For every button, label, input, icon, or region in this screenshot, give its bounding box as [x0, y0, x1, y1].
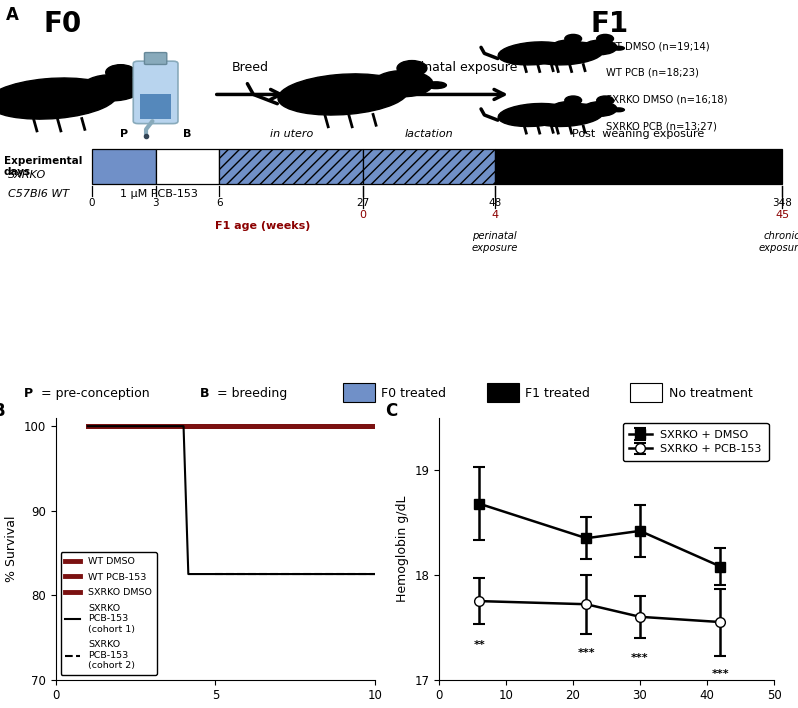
Ellipse shape: [0, 78, 117, 119]
Text: Experimental
days: Experimental days: [4, 156, 82, 177]
Ellipse shape: [583, 40, 617, 55]
FancyBboxPatch shape: [133, 61, 178, 124]
Circle shape: [597, 96, 614, 105]
Text: A: A: [6, 6, 19, 24]
Text: B: B: [0, 402, 5, 420]
Text: 6: 6: [216, 198, 223, 208]
Ellipse shape: [581, 108, 592, 112]
Ellipse shape: [530, 42, 603, 65]
Text: ***: ***: [712, 669, 729, 679]
Text: F1: F1: [591, 11, 629, 38]
Text: = breeding: = breeding: [217, 387, 287, 400]
Text: in utero: in utero: [270, 129, 313, 139]
Circle shape: [565, 35, 582, 43]
Text: C: C: [385, 402, 397, 420]
Text: C57Bl6 WT: C57Bl6 WT: [8, 189, 69, 199]
Text: **: **: [473, 640, 485, 650]
Text: SXRKO DMSO (n=16;18): SXRKO DMSO (n=16;18): [606, 94, 728, 105]
Text: WT PCB (n=18;23): WT PCB (n=18;23): [606, 68, 699, 78]
Ellipse shape: [530, 103, 603, 127]
Text: 4: 4: [492, 210, 498, 220]
Text: B: B: [184, 129, 192, 139]
Text: 45: 45: [775, 210, 789, 220]
Text: F0: F0: [44, 11, 82, 38]
Bar: [156, 149, 219, 184]
Text: F0 treated: F0 treated: [381, 387, 446, 400]
Text: lactation: lactation: [405, 129, 453, 139]
Text: perinatal
exposure: perinatal exposure: [472, 231, 518, 253]
Text: 27: 27: [357, 198, 369, 208]
Ellipse shape: [498, 103, 571, 127]
Ellipse shape: [613, 108, 624, 112]
Ellipse shape: [425, 82, 446, 88]
Y-axis label: Hemoglobin g/dL: Hemoglobin g/dL: [396, 496, 409, 602]
Text: 348: 348: [772, 198, 792, 208]
Circle shape: [397, 61, 427, 76]
Bar: [487, 383, 519, 402]
Text: P: P: [24, 387, 33, 400]
Bar: [343, 383, 375, 402]
Text: WT DMSO (n=19;14): WT DMSO (n=19;14): [606, 41, 710, 51]
Circle shape: [565, 96, 582, 105]
Text: ***: ***: [578, 649, 595, 658]
Bar: [140, 94, 171, 119]
Text: 0.1% DMSO: 0.1% DMSO: [120, 171, 185, 181]
Ellipse shape: [551, 40, 585, 55]
Bar: [495, 149, 782, 184]
Bar: [92, 149, 156, 184]
Text: B: B: [200, 387, 209, 400]
Text: perinatal exposure: perinatal exposure: [400, 61, 518, 74]
Text: 0: 0: [360, 210, 366, 220]
Text: 0: 0: [89, 198, 95, 208]
Ellipse shape: [583, 102, 617, 116]
Bar: [630, 383, 662, 402]
Ellipse shape: [551, 102, 585, 116]
Circle shape: [597, 35, 614, 43]
Text: SXRKO: SXRKO: [8, 171, 46, 181]
Ellipse shape: [498, 42, 571, 65]
Bar: [363, 149, 495, 184]
Bar: [219, 149, 363, 184]
Legend: SXRKO + DMSO, SXRKO + PCB-153: SXRKO + DMSO, SXRKO + PCB-153: [622, 423, 768, 461]
Text: chronic
exposure: chronic exposure: [759, 231, 798, 253]
Text: 1 μM PCB-153: 1 μM PCB-153: [120, 189, 198, 199]
Ellipse shape: [581, 46, 592, 50]
Ellipse shape: [613, 46, 624, 50]
Ellipse shape: [82, 74, 142, 101]
Bar: [219, 149, 363, 184]
Text: P: P: [120, 129, 128, 139]
Text: Breed: Breed: [232, 61, 269, 74]
Bar: [363, 149, 495, 184]
Text: SXRKO PCB (n=13;27): SXRKO PCB (n=13;27): [606, 121, 717, 131]
Text: F1 age (weeks): F1 age (weeks): [215, 221, 311, 231]
Text: 3: 3: [152, 198, 159, 208]
Ellipse shape: [134, 86, 155, 93]
Text: ***: ***: [631, 653, 649, 663]
Legend: WT DMSO, WT PCB-153, SXRKO DMSO, SXRKO
PCB-153
(cohort 1), SXRKO
PCB-153
(cohort: WT DMSO, WT PCB-153, SXRKO DMSO, SXRKO P…: [61, 552, 156, 675]
FancyBboxPatch shape: [144, 52, 167, 64]
Text: F1 treated: F1 treated: [525, 387, 590, 400]
Ellipse shape: [373, 71, 433, 97]
Text: = pre-conception: = pre-conception: [41, 387, 150, 400]
Ellipse shape: [278, 74, 409, 115]
Text: 48: 48: [488, 198, 501, 208]
Text: Post  weaning exposure: Post weaning exposure: [572, 129, 705, 139]
Text: No treatment: No treatment: [669, 387, 753, 400]
Y-axis label: % Survival: % Survival: [6, 515, 18, 582]
Circle shape: [105, 64, 136, 80]
